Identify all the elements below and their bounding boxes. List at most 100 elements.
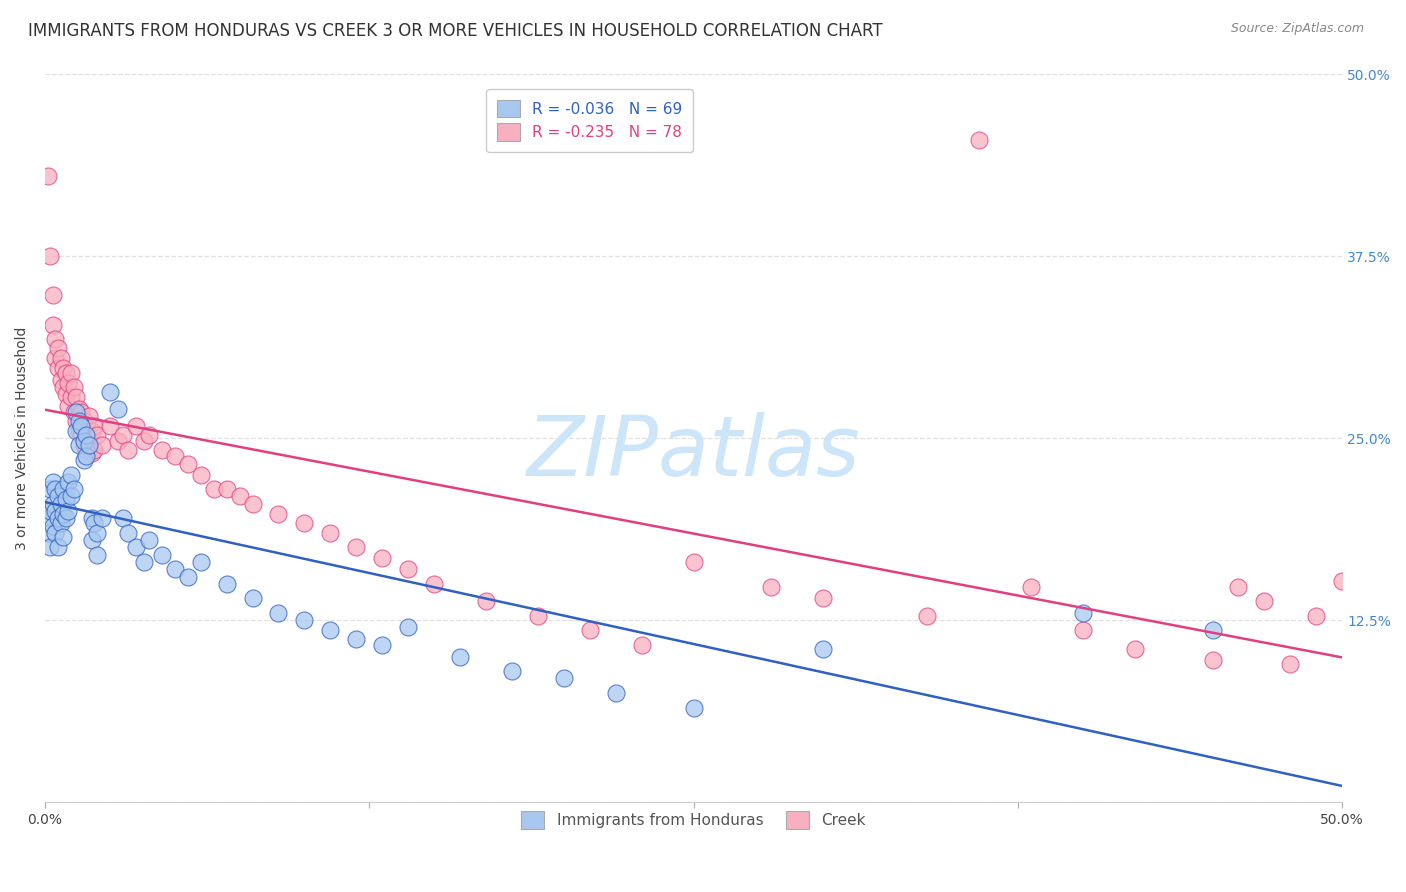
- Point: [682, 555, 704, 569]
- Point: [176, 569, 198, 583]
- Point: [344, 541, 367, 555]
- Point: [62, 482, 84, 496]
- Point: [77, 434, 100, 448]
- Point: [49, 516, 72, 530]
- Point: [76, 428, 98, 442]
- Point: [294, 613, 316, 627]
- Point: [396, 620, 419, 634]
- Point: [58, 504, 80, 518]
- Point: [65, 424, 87, 438]
- Point: [80, 446, 103, 460]
- Point: [49, 351, 72, 365]
- Point: [215, 482, 238, 496]
- Point: [59, 490, 82, 504]
- Point: [77, 409, 100, 424]
- Point: [49, 497, 72, 511]
- Point: [52, 380, 75, 394]
- Point: [215, 576, 238, 591]
- Point: [46, 490, 69, 504]
- Point: [682, 700, 704, 714]
- Point: [55, 387, 77, 401]
- Point: [46, 341, 69, 355]
- Point: [42, 475, 65, 489]
- Point: [1071, 624, 1094, 638]
- Point: [42, 318, 65, 332]
- Point: [813, 642, 835, 657]
- Point: [62, 405, 84, 419]
- Point: [65, 390, 87, 404]
- Point: [52, 507, 75, 521]
- Point: [267, 606, 290, 620]
- Point: [107, 402, 129, 417]
- Point: [76, 419, 98, 434]
- Point: [80, 424, 103, 438]
- Point: [44, 504, 66, 518]
- Point: [967, 132, 990, 146]
- Point: [423, 576, 446, 591]
- Point: [39, 249, 62, 263]
- Point: [396, 562, 419, 576]
- Point: [630, 638, 652, 652]
- Point: [70, 419, 93, 434]
- Point: [42, 288, 65, 302]
- Point: [605, 686, 627, 700]
- Point: [117, 525, 139, 540]
- Point: [1331, 574, 1354, 588]
- Point: [37, 169, 59, 183]
- Point: [813, 591, 835, 606]
- Point: [58, 475, 80, 489]
- Point: [39, 482, 62, 496]
- Point: [107, 434, 129, 448]
- Point: [91, 438, 114, 452]
- Point: [527, 608, 550, 623]
- Point: [761, 580, 783, 594]
- Point: [294, 516, 316, 530]
- Point: [553, 672, 575, 686]
- Point: [163, 562, 186, 576]
- Point: [242, 591, 264, 606]
- Point: [46, 511, 69, 525]
- Point: [1019, 580, 1042, 594]
- Point: [55, 366, 77, 380]
- Point: [1201, 624, 1223, 638]
- Point: [202, 482, 225, 496]
- Point: [42, 497, 65, 511]
- Point: [371, 550, 394, 565]
- Point: [501, 664, 523, 678]
- Point: [228, 490, 250, 504]
- Point: [80, 533, 103, 547]
- Point: [55, 492, 77, 507]
- Point: [1305, 608, 1327, 623]
- Point: [42, 518, 65, 533]
- Point: [83, 419, 105, 434]
- Point: [91, 511, 114, 525]
- Point: [76, 449, 98, 463]
- Point: [86, 548, 108, 562]
- Point: [55, 511, 77, 525]
- Point: [111, 428, 134, 442]
- Point: [49, 373, 72, 387]
- Point: [37, 525, 59, 540]
- Point: [83, 516, 105, 530]
- Point: [59, 366, 82, 380]
- Point: [44, 332, 66, 346]
- Point: [475, 594, 498, 608]
- Point: [67, 414, 90, 428]
- Point: [46, 541, 69, 555]
- Point: [67, 438, 90, 452]
- Point: [111, 511, 134, 525]
- Point: [58, 399, 80, 413]
- Point: [132, 555, 155, 569]
- Point: [1201, 652, 1223, 666]
- Point: [86, 428, 108, 442]
- Point: [73, 434, 96, 448]
- Point: [83, 442, 105, 457]
- Point: [176, 458, 198, 472]
- Point: [1279, 657, 1302, 671]
- Point: [65, 414, 87, 428]
- Point: [117, 442, 139, 457]
- Point: [150, 548, 173, 562]
- Point: [52, 361, 75, 376]
- Point: [125, 419, 148, 434]
- Point: [39, 504, 62, 518]
